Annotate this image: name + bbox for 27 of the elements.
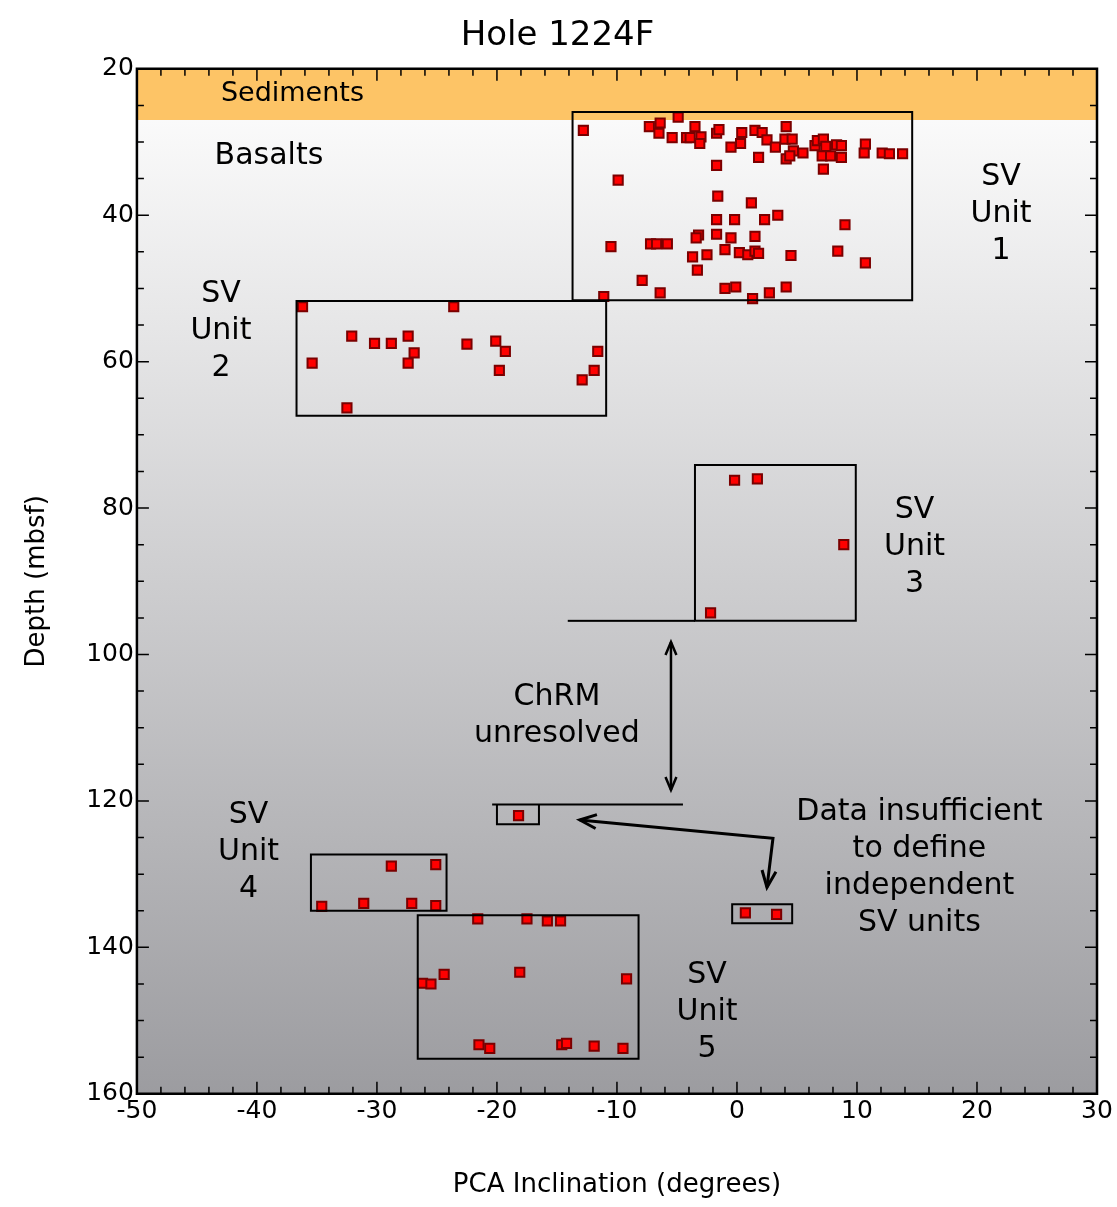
y-tick-label: 100: [86, 638, 134, 668]
annotation: SV Unit 1: [970, 156, 1032, 266]
y-axis-title: Depth (mbsf): [20, 495, 51, 668]
x-tick-label: 30: [1081, 1095, 1113, 1125]
annotation: SV Unit 4: [217, 794, 280, 904]
x-tick-label: -40: [236, 1095, 278, 1125]
x-tick-label: -20: [476, 1095, 518, 1125]
x-tick-label: -30: [356, 1095, 398, 1125]
band-label: Sediments: [220, 76, 364, 108]
x-axis-title: PCA Inclination (degrees): [452, 1168, 782, 1199]
y-tick-label: 120: [86, 784, 134, 814]
y-tick-label: 80: [102, 491, 134, 521]
annotation: Basalts: [214, 136, 324, 172]
annotation: SV Unit 5: [676, 955, 738, 1065]
annotation: SV Unit 2: [190, 274, 252, 384]
y-tick-label: 20: [102, 52, 134, 82]
x-tick-label: 0: [729, 1095, 745, 1125]
annotation: SV Unit 3: [884, 490, 946, 600]
x-tick-label: 20: [961, 1095, 993, 1125]
chart-title: Hole 1224F: [460, 13, 655, 54]
y-tick-label: 140: [86, 930, 134, 960]
x-tick-label: -10: [596, 1095, 638, 1125]
x-tick-label: 10: [841, 1095, 873, 1125]
y-tick-label: 40: [102, 198, 134, 228]
annotation: ChRM unresolved: [474, 676, 640, 749]
annotation: Data insufficient to define independent SV units: [796, 791, 1043, 938]
y-tick-label: 60: [102, 345, 134, 375]
